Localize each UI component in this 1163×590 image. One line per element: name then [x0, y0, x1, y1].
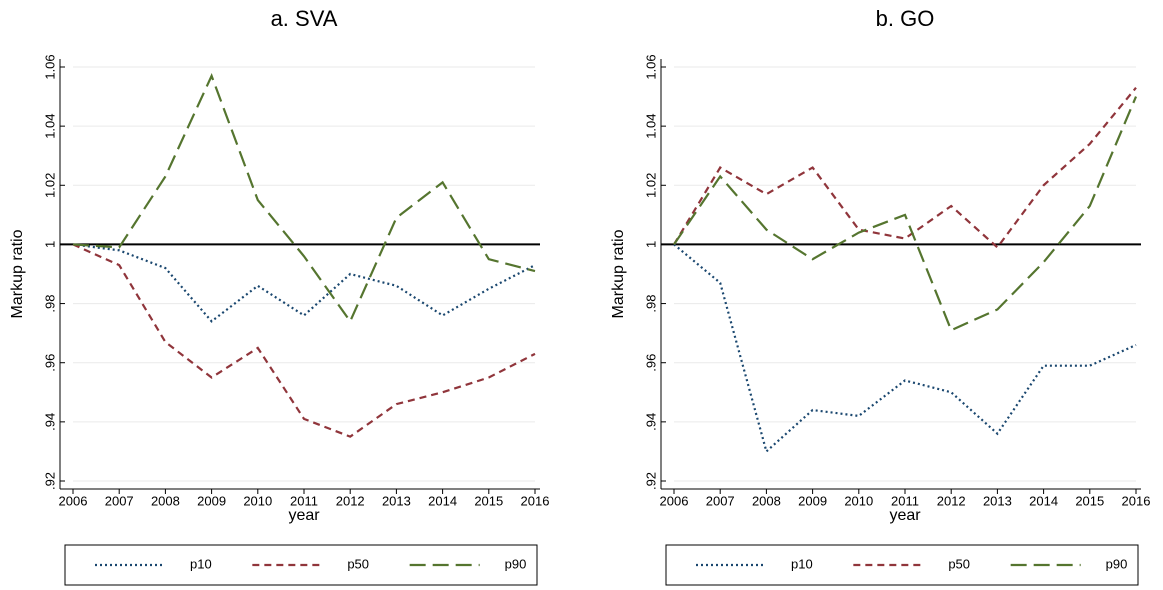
x-tick-label: 2015 — [474, 493, 503, 508]
panel: .92 .94 .96 .98 1 1.02 1.04 1.06 2006 2007 2008 200… — [9, 6, 550, 586]
series-line — [72, 243, 536, 438]
x-tick-label: 2008 — [151, 493, 180, 508]
x-tick-label: 2015 — [1075, 493, 1104, 508]
x-tick-label: 2006 — [660, 493, 689, 508]
x-tick-label: 2009 — [798, 493, 827, 508]
series-line — [673, 243, 1137, 454]
y-tick-label: 1.06 — [643, 54, 658, 79]
series-line — [673, 96, 1138, 332]
y-tick-label: .98 — [643, 295, 658, 313]
y-tick-label: 1.04 — [42, 113, 57, 138]
y-tick-label: .94 — [42, 413, 57, 431]
x-tick-label: 2008 — [752, 493, 781, 508]
x-tick-label: 2006 — [59, 493, 88, 508]
x-tick-label: 2012 — [937, 493, 966, 508]
y-tick-label: .94 — [643, 413, 658, 431]
legend-label: p10 — [791, 556, 813, 571]
x-tick-label: 2009 — [197, 493, 226, 508]
x-tick-label: 2010 — [243, 493, 272, 508]
y-tick-label: .96 — [643, 354, 658, 372]
x-tick-label: 2014 — [1029, 493, 1058, 508]
x-tick-label: 2014 — [428, 493, 457, 508]
x-tick-label: 2012 — [336, 493, 365, 508]
x-axis-label: year — [288, 507, 320, 524]
x-tick-label: 2011 — [891, 493, 919, 508]
series-line — [72, 73, 536, 324]
x-tick-label: 2007 — [105, 493, 134, 508]
legend-label: p50 — [347, 556, 369, 571]
y-axis-label: Markup ratio — [610, 229, 627, 318]
x-axis-label: year — [889, 507, 921, 524]
y-tick-label: .92 — [643, 472, 658, 490]
series-line — [673, 87, 1137, 250]
y-tick-label: .98 — [42, 295, 57, 313]
x-tick-label: 2016 — [1122, 493, 1151, 508]
y-tick-label: 1 — [643, 241, 658, 248]
y-tick-label: 1.02 — [643, 173, 658, 198]
y-tick-label: 1 — [42, 241, 57, 248]
x-tick-label: 2010 — [844, 493, 873, 508]
y-tick-label: 1.04 — [643, 113, 658, 138]
y-axis-label: Markup ratio — [9, 229, 26, 318]
chart-title: b. GO — [876, 6, 935, 31]
chart-title: a. SVA — [271, 6, 338, 31]
legend-label: p50 — [948, 556, 970, 571]
y-tick-label: 1.06 — [42, 54, 57, 79]
legend-label: p90 — [1106, 556, 1128, 571]
legend-label: p10 — [190, 556, 212, 571]
x-tick-label: 2007 — [706, 493, 735, 508]
x-tick-label: 2013 — [382, 493, 411, 508]
x-tick-label: 2011 — [290, 493, 318, 508]
panel: .92 .94 .96 .98 1 1.02 1.04 1.06 2006 2007 2008 200… — [610, 6, 1151, 586]
y-tick-label: 1.02 — [42, 173, 57, 198]
legend-label: p90 — [505, 556, 527, 571]
y-tick-label: .92 — [42, 472, 57, 490]
x-tick-label: 2016 — [521, 493, 550, 508]
y-tick-label: .96 — [42, 354, 57, 372]
x-tick-label: 2013 — [983, 493, 1012, 508]
